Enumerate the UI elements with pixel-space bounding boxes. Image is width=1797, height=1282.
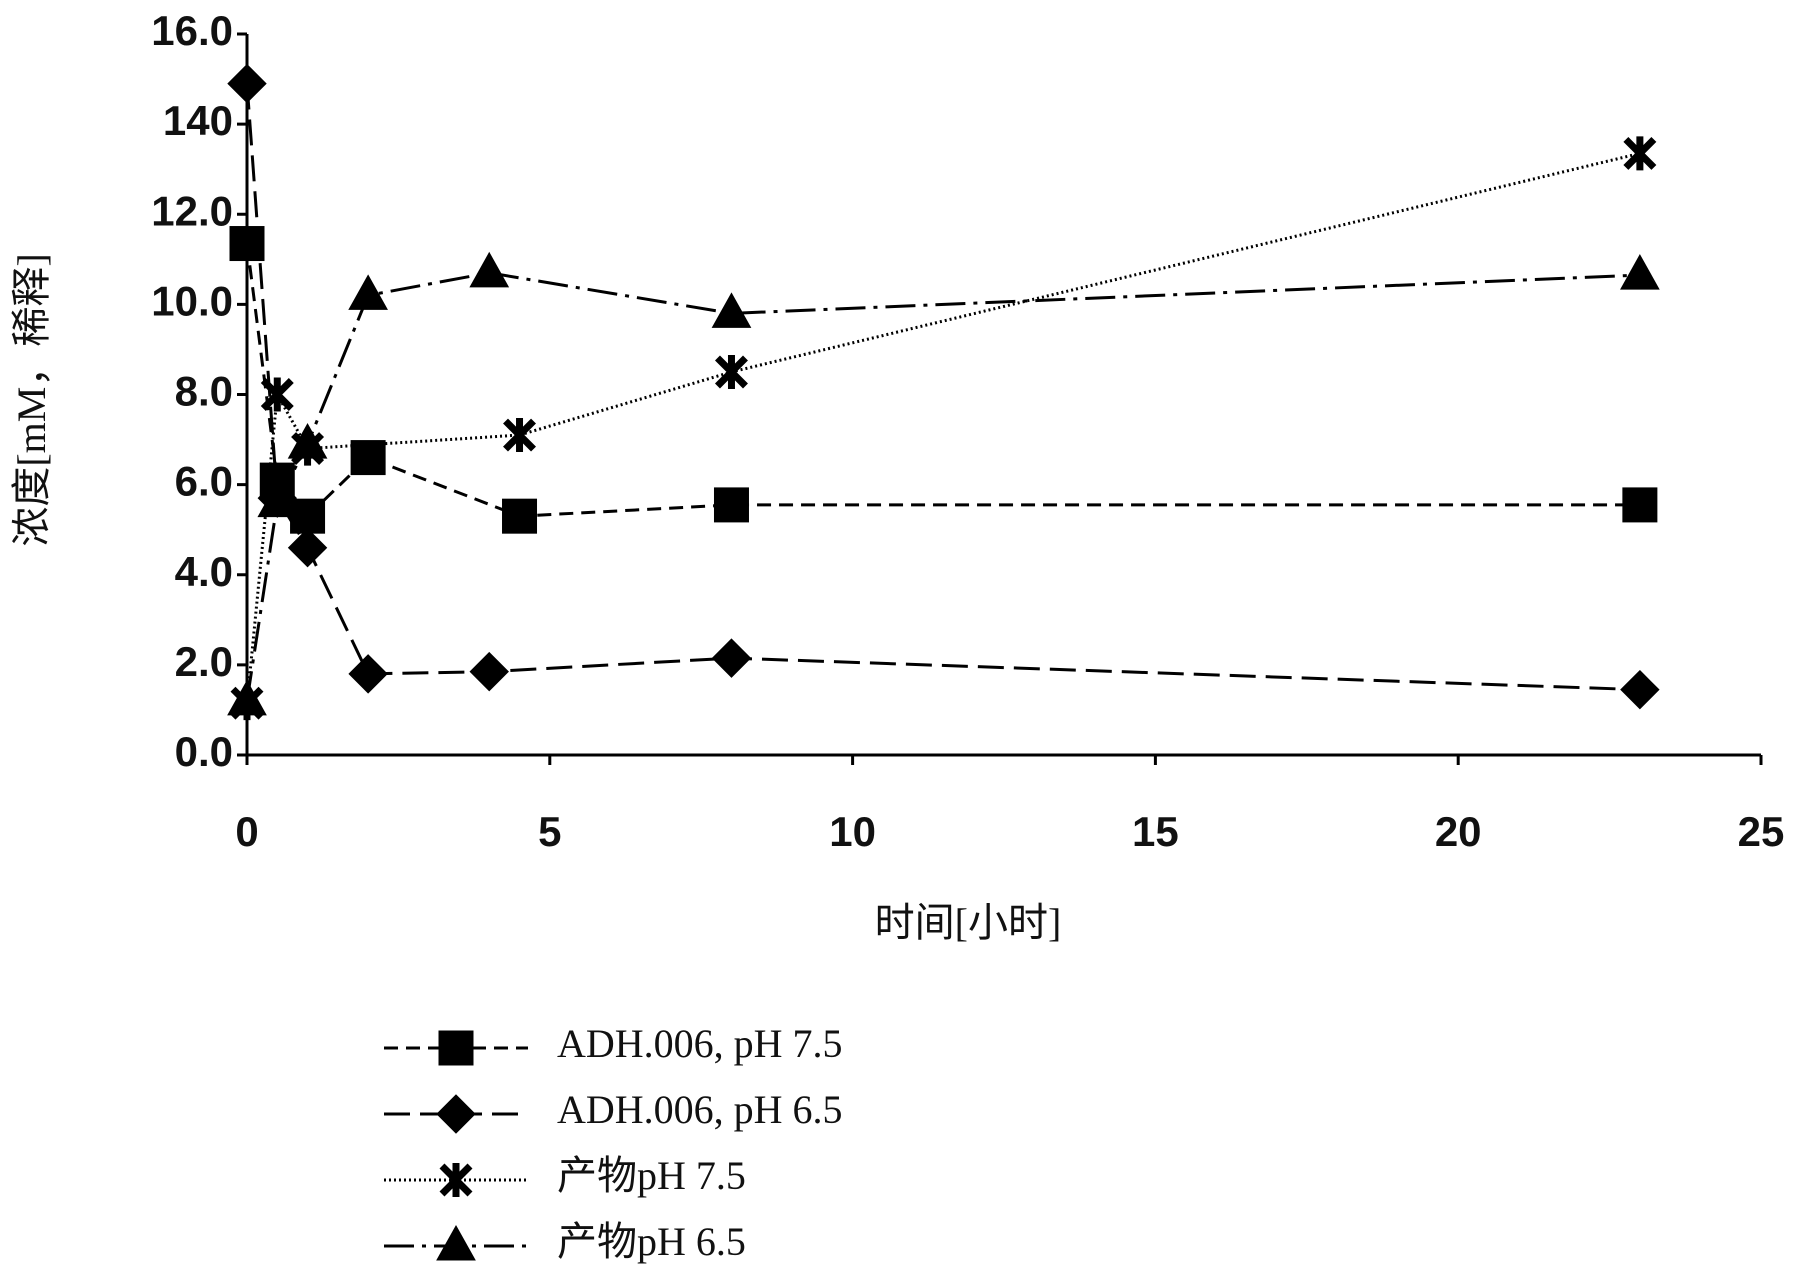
data-point	[1620, 669, 1660, 710]
data-point	[469, 651, 509, 692]
legend-marker	[439, 1163, 473, 1197]
y-axis-label: 浓度[mM，稀释]	[9, 253, 54, 546]
y-tick-label: 16.0	[151, 7, 233, 54]
data-point	[257, 481, 298, 518]
data-point	[711, 292, 752, 328]
x-tick-label: 5	[538, 808, 561, 855]
data-point	[1620, 254, 1660, 290]
series-line	[245, 83, 1640, 692]
x-tick-label: 25	[1738, 808, 1785, 855]
legend-marker	[436, 1224, 476, 1261]
data-point	[503, 418, 536, 453]
data-point	[469, 251, 510, 288]
x-tick-label: 0	[235, 808, 258, 855]
data-point	[260, 377, 294, 412]
data-point	[287, 423, 328, 459]
legend-label: ADH.006, pH 7.5	[557, 1021, 843, 1066]
data-point	[348, 274, 388, 310]
y-tick-label: 10.0	[151, 277, 233, 324]
y-tick-label: 12.0	[151, 187, 233, 234]
legend-label: 产物pH 6.5	[557, 1219, 746, 1264]
x-tick-label: 15	[1132, 808, 1179, 855]
series-line	[245, 151, 1641, 704]
x-axis-label: 时间[小时]	[875, 900, 1062, 945]
data-point	[348, 654, 388, 694]
y-tick-label: 8.0	[175, 368, 233, 415]
legend-marker	[436, 1094, 476, 1134]
data-point	[713, 487, 749, 523]
legend-label: ADH.006, pH 6.5	[557, 1087, 843, 1132]
series-line	[245, 271, 1640, 702]
legend-label: 产物pH 7.5	[557, 1153, 746, 1198]
data-point	[287, 528, 328, 568]
series-line	[245, 243, 1640, 519]
data-point	[715, 354, 748, 389]
x-tick-label: 20	[1435, 808, 1482, 855]
y-tick-label: 6.0	[175, 458, 233, 505]
y-tick-label: 2.0	[175, 638, 233, 685]
data-point	[227, 63, 267, 104]
y-tick-label: 4.0	[175, 548, 233, 595]
data-point	[227, 679, 267, 716]
data-point	[1623, 136, 1657, 171]
data-point	[711, 638, 752, 678]
x-tick-label: 10	[829, 808, 876, 855]
data-point	[502, 498, 538, 534]
data-point	[1622, 487, 1658, 523]
y-tick-label: 140	[163, 97, 233, 144]
y-tick-label: 0.0	[175, 728, 233, 775]
legend-marker	[438, 1030, 474, 1066]
